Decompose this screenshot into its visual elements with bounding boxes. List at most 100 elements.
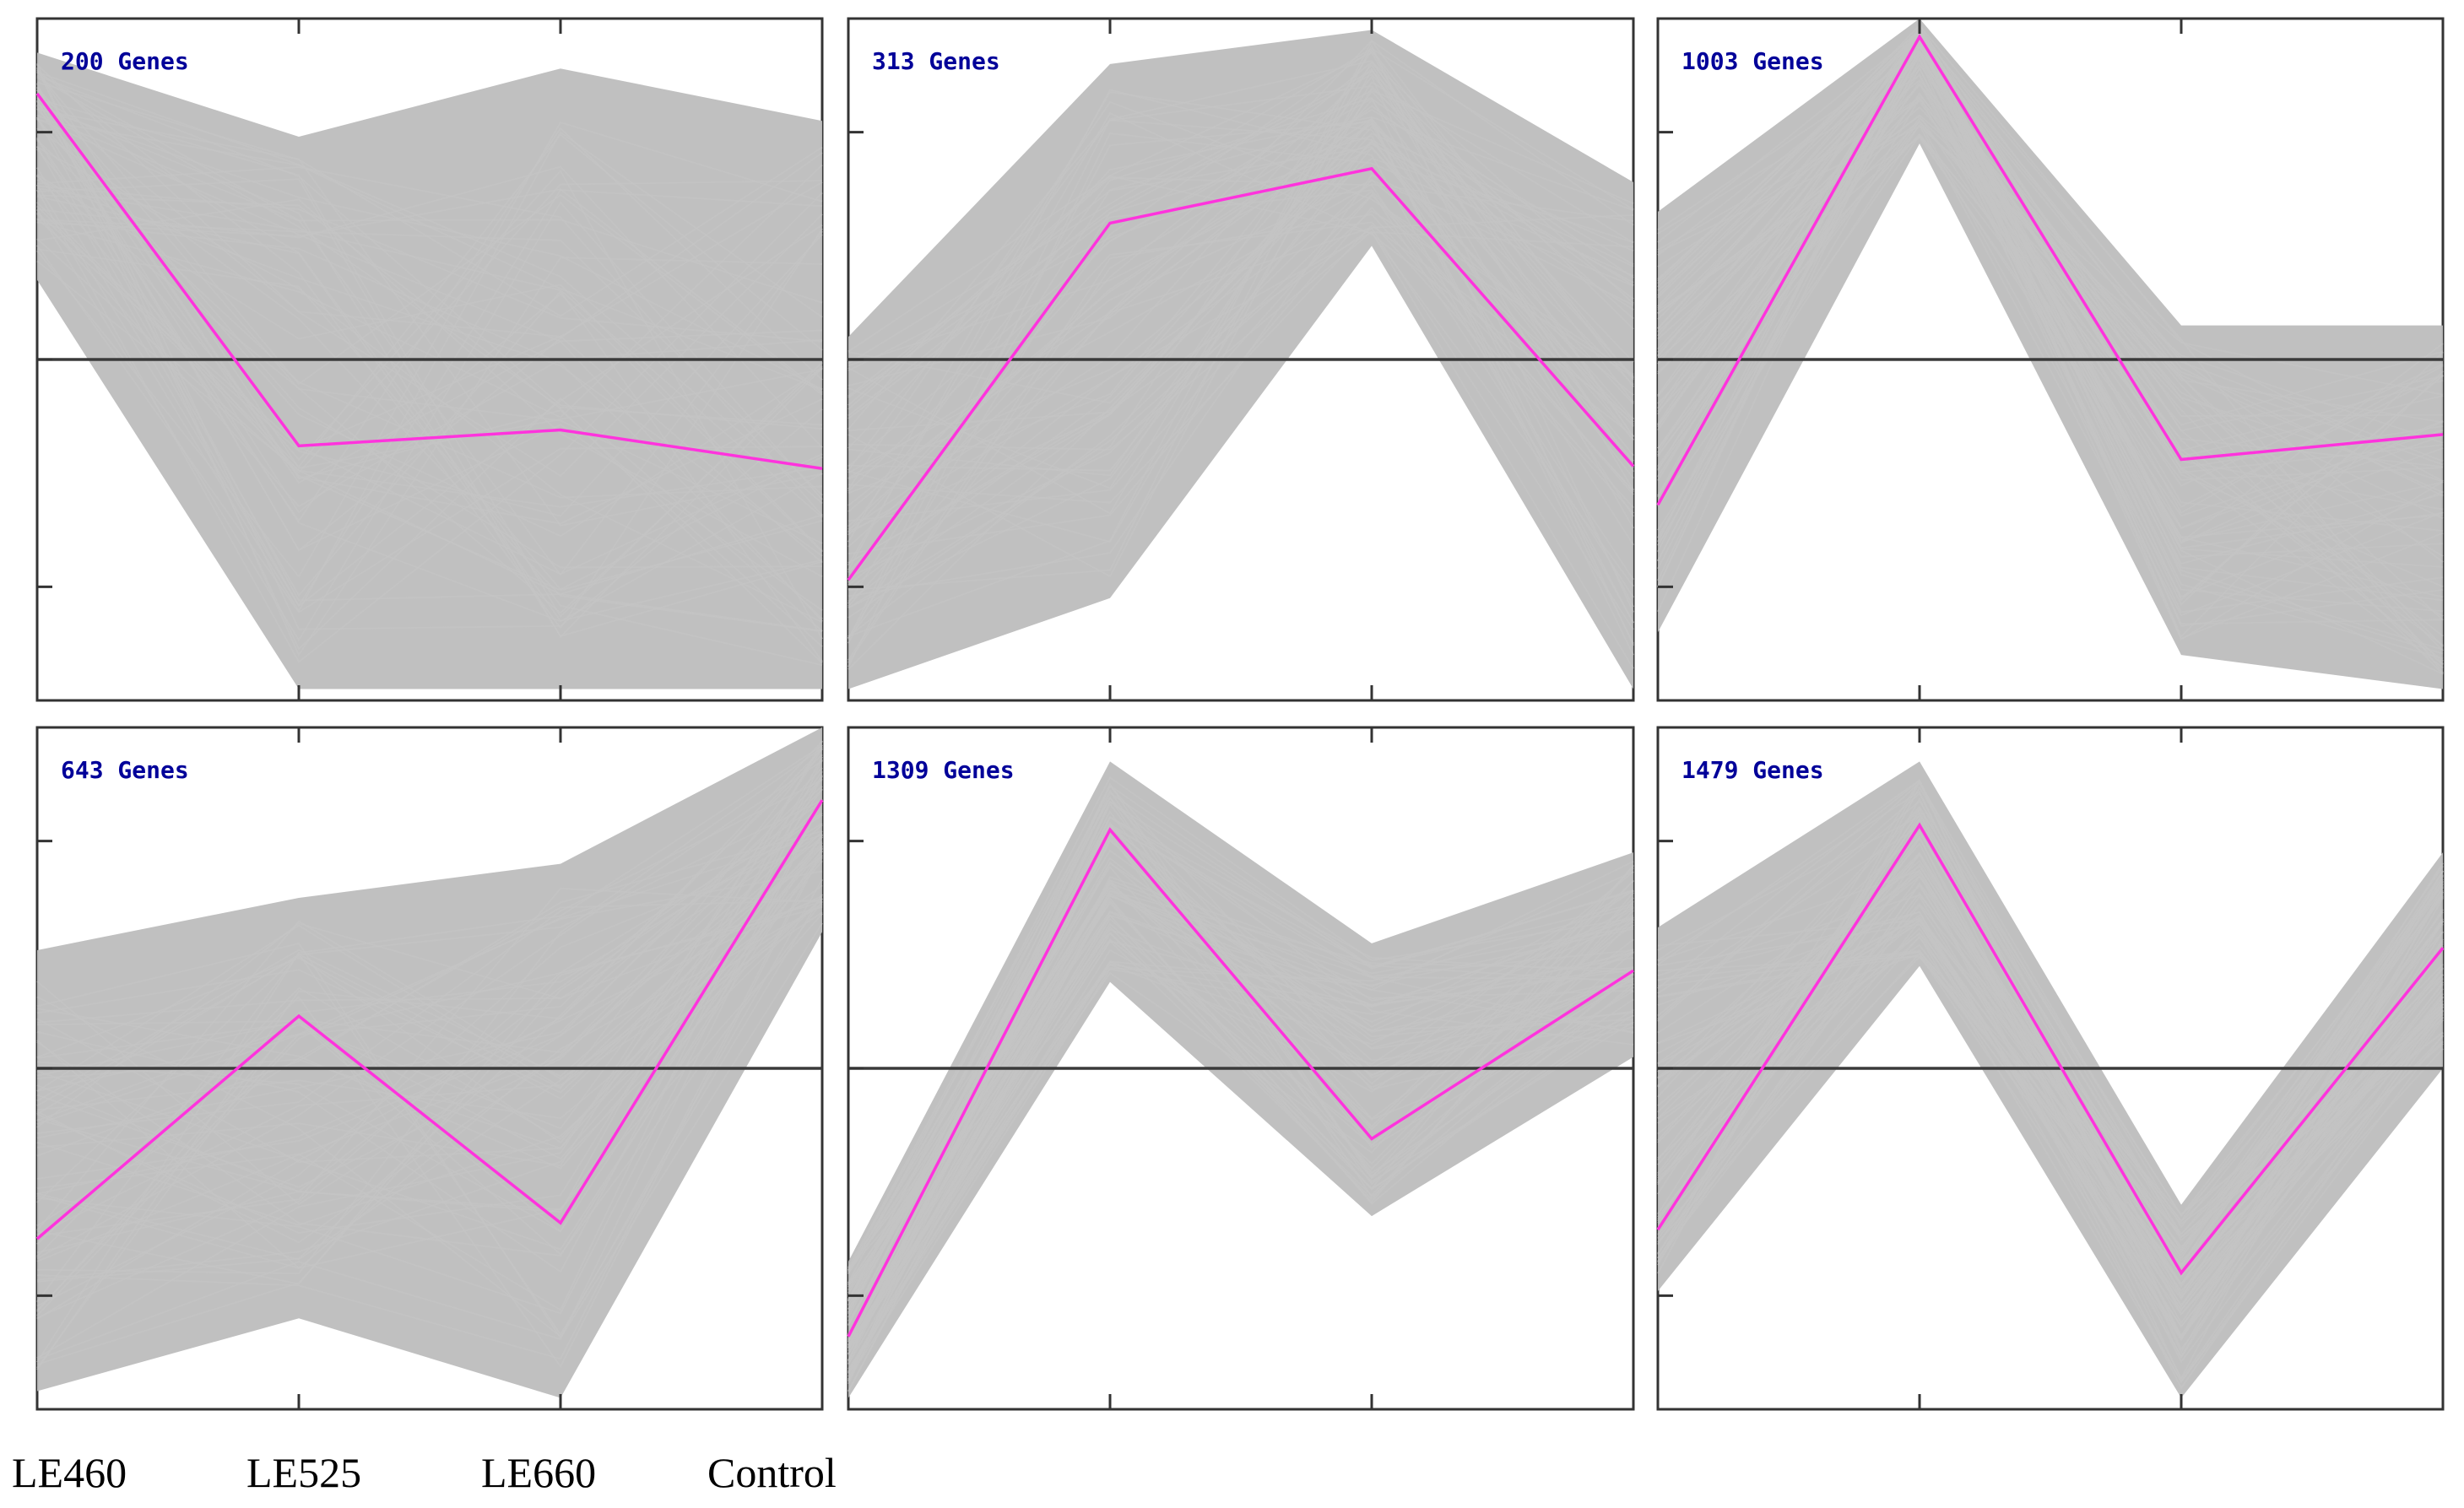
gene-profile-line	[36, 744, 823, 1363]
gene-profile-line	[1657, 134, 2444, 468]
gene-profile-line	[848, 118, 1634, 656]
gene-profile-line	[848, 905, 1634, 1370]
gene-profile-line	[1657, 895, 2444, 1341]
gene-profile-line	[848, 86, 1634, 543]
gene-profile-line	[848, 51, 1634, 491]
gene-profile-line	[36, 178, 823, 639]
gene-profile-line	[848, 911, 1634, 1365]
gene-profile-line	[36, 800, 823, 1193]
gene-profile-line	[848, 800, 1634, 1343]
gene-profile-line	[36, 103, 823, 638]
gene-profile-line	[1657, 49, 2444, 625]
gene-profile-line	[36, 788, 823, 1164]
gene-count-label: 200 Genes	[61, 47, 189, 75]
gene-profile-line	[36, 823, 823, 1369]
gene-profile-line	[36, 759, 823, 1260]
gene-profile-line	[36, 94, 823, 552]
gene-profile-line	[36, 835, 823, 1313]
gene-profile-line	[1657, 43, 2444, 543]
gene-profile-line	[848, 60, 1634, 515]
gene-profile-line	[848, 122, 1634, 639]
gene-profile-line	[36, 847, 823, 1360]
gene-profile-line	[36, 803, 823, 1188]
gene-profile-line	[36, 194, 823, 664]
gene-profile-line	[848, 121, 1634, 644]
gene-profile-line	[1657, 869, 2444, 1381]
gene-profile-line	[36, 180, 823, 474]
mean-profile-line	[847, 827, 1634, 1338]
gene-profile-line	[36, 887, 823, 1237]
cluster-panel-3: 1003 Genes	[1656, 17, 2445, 702]
gene-profile-line	[1657, 114, 2444, 396]
gene-profile-line	[848, 864, 1634, 1270]
gene-profile-line	[1657, 842, 2444, 1364]
gene-profile-line	[1657, 31, 2444, 674]
gene-profile-line	[848, 119, 1634, 479]
gene-profile-line	[848, 892, 1634, 1340]
gene-profile-line	[848, 111, 1634, 566]
gene-profile-line	[36, 71, 823, 396]
x-category-label: LE660	[481, 1449, 596, 1496]
x-category-label: LE525	[246, 1449, 361, 1496]
gene-profile-line	[848, 118, 1634, 645]
gene-profile-line	[1657, 24, 2444, 482]
gene-profile-line	[848, 143, 1634, 372]
gene-profile-line	[36, 836, 823, 1144]
gene-profile-line	[36, 118, 823, 538]
gene-profile-line	[36, 850, 823, 1369]
gene-count-label: 643 Genes	[61, 756, 189, 784]
plot-area	[35, 52, 823, 689]
gene-profile-line	[36, 74, 823, 430]
gene-profile-line	[848, 89, 1634, 477]
gene-profile-line	[1657, 40, 2444, 637]
gene-profile-line	[36, 219, 823, 496]
gene-profile-line	[848, 230, 1634, 669]
gene-profile-line	[36, 911, 823, 1236]
gene-profile-line	[848, 784, 1634, 1302]
gene-profile-line	[36, 788, 823, 1244]
gene-profile-line	[36, 86, 823, 544]
mean-profile-line	[1656, 34, 2444, 506]
gene-profile-line	[36, 165, 823, 516]
gene-profile-line	[36, 770, 823, 1130]
gene-profile-line	[36, 81, 823, 317]
gene-profile-line	[1657, 868, 2444, 1308]
gene-profile-line	[848, 209, 1634, 619]
x-category-label: LE460	[12, 1449, 127, 1496]
gene-profile-line	[1657, 27, 2444, 602]
gene-profile-line	[1657, 781, 2444, 1229]
gene-profile-line	[36, 848, 823, 1251]
gene-profile-line	[848, 89, 1634, 492]
gene-profile-line	[848, 91, 1634, 543]
plot-area	[1656, 19, 2444, 689]
gene-profile-line	[848, 147, 1634, 423]
gene-profile-line	[36, 187, 823, 518]
cluster-panel-2: 313 Genes	[847, 17, 1635, 702]
gene-profile-line	[1657, 74, 2444, 613]
gene-profile-line	[36, 900, 823, 1256]
gene-profile-line	[1657, 26, 2444, 662]
mean-profile-line	[847, 166, 1635, 581]
gene-profile-line	[848, 59, 1634, 640]
gene-profile-line	[848, 75, 1634, 646]
gene-profile-line	[36, 835, 823, 1257]
gene-profile-line	[1657, 29, 2444, 675]
gene-profile-line	[36, 218, 823, 517]
gene-profile-line	[36, 131, 823, 613]
gene-profile-line	[36, 145, 823, 608]
gene-profile-line	[36, 748, 823, 1283]
gene-profile-line	[36, 774, 823, 1235]
mean-profile-line	[35, 92, 823, 471]
gene-profile-line	[36, 69, 823, 630]
gene-profile-line	[36, 96, 823, 338]
gene-profile-line	[1657, 851, 2444, 1278]
gene-profile-line	[1657, 814, 2444, 1253]
cluster-panel-1: 200 Genes	[35, 17, 824, 702]
gene-profile-line	[36, 844, 823, 1102]
gene-profile-line	[1657, 934, 2444, 1384]
gene-profile-line	[848, 47, 1634, 365]
gene-profile-line	[1657, 125, 2444, 444]
gene-profile-line	[848, 40, 1634, 638]
gene-profile-line	[36, 740, 823, 1370]
